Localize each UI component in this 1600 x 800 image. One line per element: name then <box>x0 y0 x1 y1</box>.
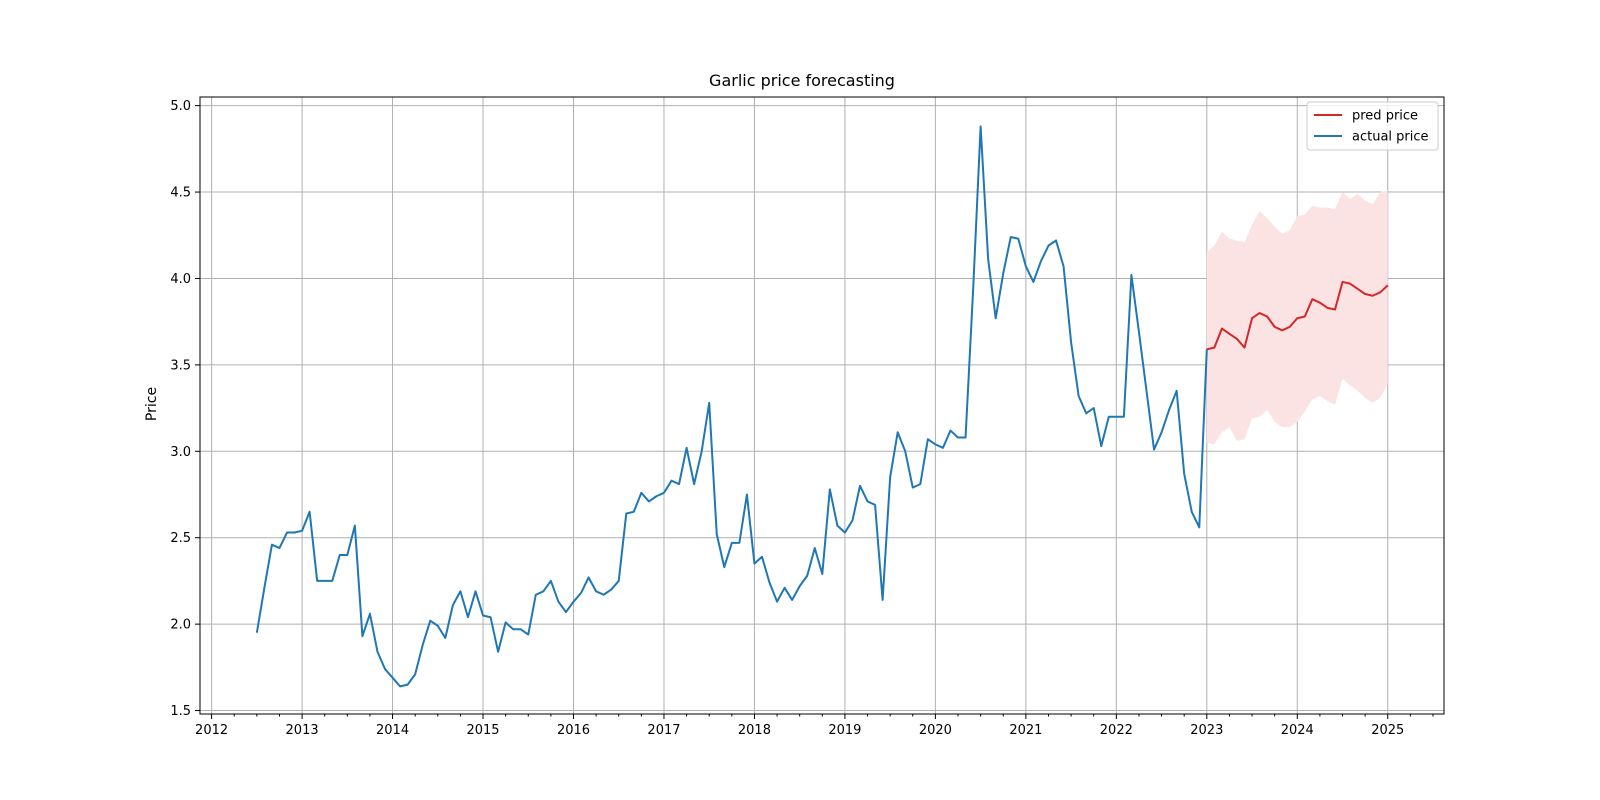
x-tick-label: 2021 <box>1009 723 1042 738</box>
y-tick-label: 2.5 <box>170 531 191 546</box>
x-tick-label: 2014 <box>376 723 409 738</box>
x-tick-label: 2017 <box>647 723 680 738</box>
y-tick-label: 3.0 <box>170 445 191 460</box>
plot-area: 2012 2013 2014 2015 2016 2017 2018 2019 2020 2021… <box>170 96 1445 738</box>
x-tick-label: 2012 <box>195 723 228 738</box>
x-tick-label: 2020 <box>919 723 952 738</box>
y-axis-label: Price <box>144 387 160 421</box>
y-tick-label: 1.5 <box>170 704 191 719</box>
y-tick-label: 2.0 <box>170 618 191 633</box>
x-tick-label: 2013 <box>286 723 319 738</box>
x-tick-label: 2018 <box>738 723 771 738</box>
legend-label: actual price <box>1352 130 1429 145</box>
actual-price-line <box>255 125 1208 688</box>
y-tick-label: 4.0 <box>170 272 191 287</box>
x-tick-label: 2016 <box>557 723 590 738</box>
x-tick-label: 2022 <box>1100 723 1133 738</box>
x-tick-label: 2025 <box>1371 723 1404 738</box>
x-tick-label: 2019 <box>828 723 861 738</box>
x-tick-label: 2015 <box>466 723 499 738</box>
y-tick-label: 3.5 <box>170 358 191 373</box>
x-tick-label: 2023 <box>1190 723 1223 738</box>
chart-title: Garlic price forecasting <box>709 71 895 90</box>
legend: pred price actual price <box>1306 101 1439 151</box>
y-tick-label: 4.5 <box>170 186 191 201</box>
pred-price-line <box>1206 280 1389 351</box>
x-tick-label: 2024 <box>1281 723 1314 738</box>
legend-label: pred price <box>1352 109 1418 124</box>
y-tick-label: 5.0 <box>170 99 191 114</box>
